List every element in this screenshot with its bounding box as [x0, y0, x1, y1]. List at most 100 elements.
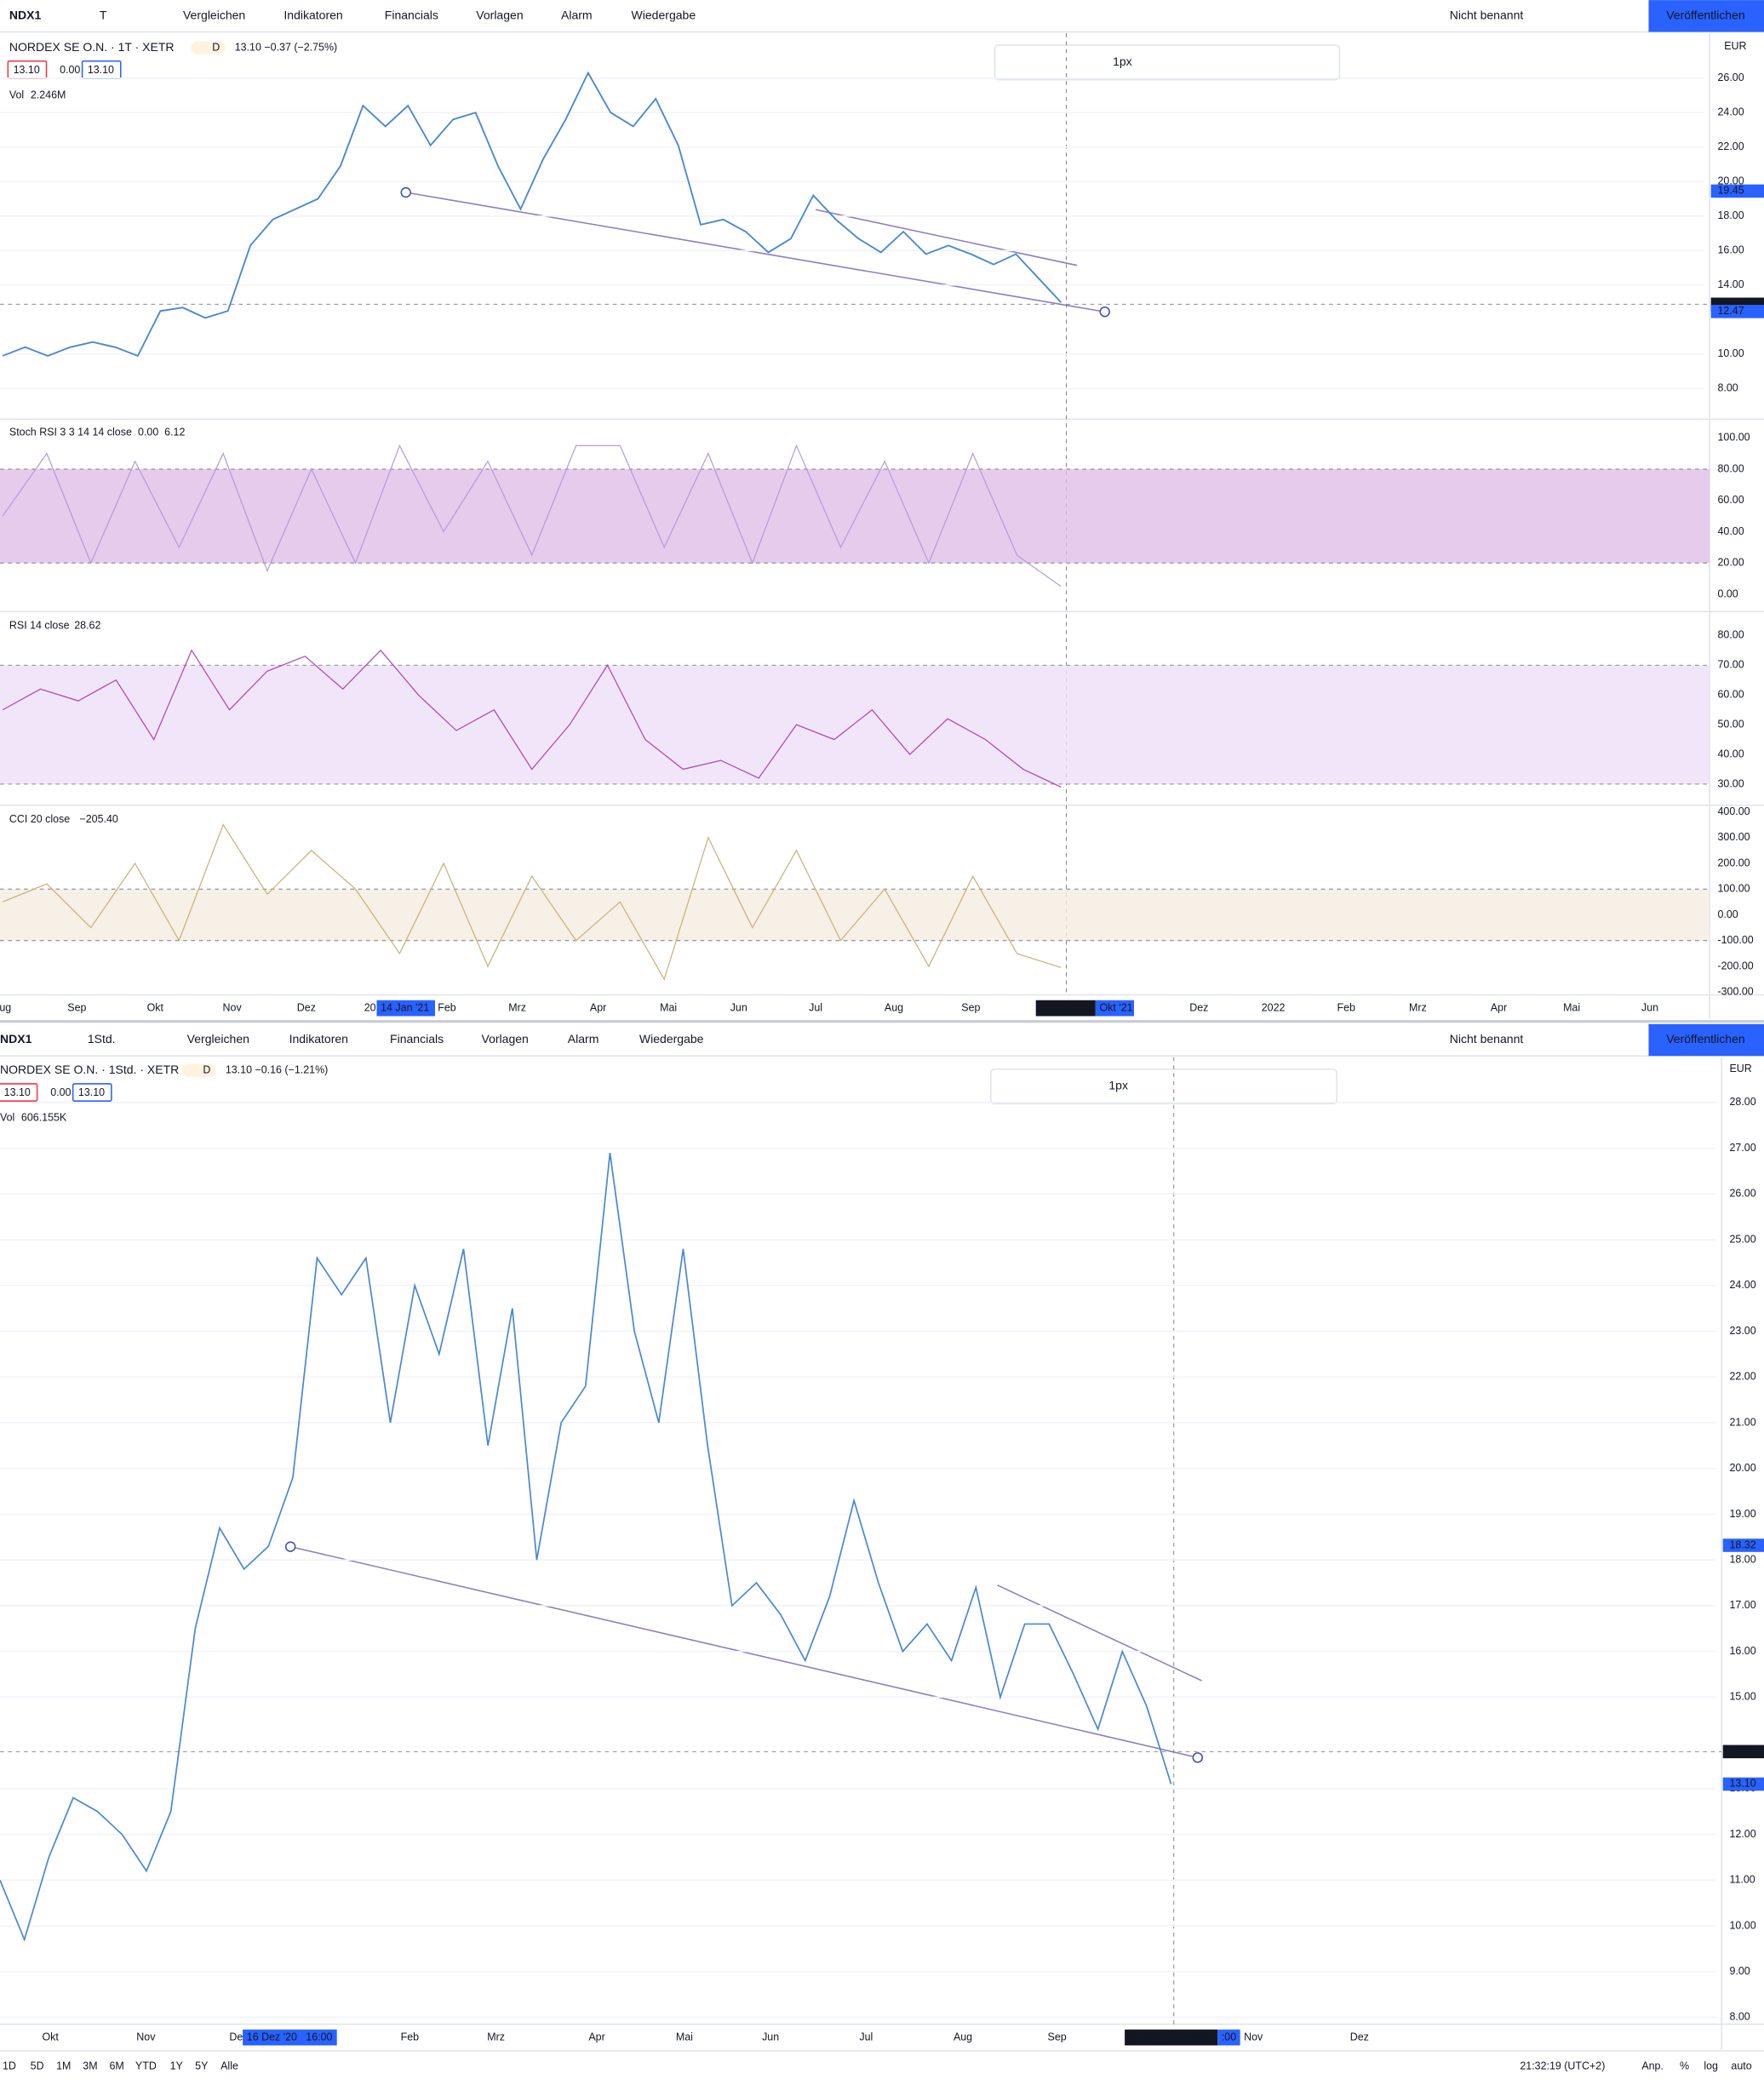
drawing-toolbar[interactable] [989, 1068, 1338, 1105]
indicator-value: 28.62 [74, 620, 100, 632]
y-tick-label: 22.00 [1717, 140, 1744, 152]
toolbar-item[interactable]: Financials [390, 1032, 444, 1046]
toolbar-item[interactable]: Vorlagen [476, 9, 523, 22]
x-tick-label: Okt [147, 1001, 164, 1013]
y-tick-label: 11.00 [1729, 1874, 1755, 1886]
scale-option[interactable]: auto [1731, 2060, 1751, 2072]
trend-handle[interactable] [1099, 306, 1110, 318]
publish-label[interactable]: Veröffentlichen [1666, 1032, 1744, 1046]
x-tick-label: Apr [590, 1001, 606, 1013]
x-tick-label: Nov [1244, 2031, 1263, 2043]
toolbar-item[interactable]: Indikatoren [289, 1032, 348, 1046]
trend-handle[interactable] [284, 1541, 296, 1552]
y-tick-label: 80.00 [1717, 462, 1744, 474]
publish-button[interactable] [1648, 0, 1764, 32]
badge [191, 41, 226, 54]
publish-button[interactable] [1648, 1023, 1764, 1057]
toolbar-item[interactable]: Vergleichen [183, 9, 245, 22]
layout-name[interactable]: Nicht benannt [1450, 9, 1524, 22]
time-tag [243, 2029, 337, 2046]
toolbar-item[interactable]: NDX1 [9, 9, 42, 22]
y-tick-label: 18.00 [1717, 209, 1744, 221]
scale-option[interactable]: log [1704, 2060, 1718, 2072]
layout-name[interactable]: Nicht benannt [1450, 1032, 1524, 1046]
stroke-width[interactable]: 1px [1108, 1079, 1128, 1092]
indicator-value: 0.00 [138, 426, 158, 438]
scale-option[interactable]: % [1680, 2060, 1689, 2072]
time-tag-label: Okt '21 [1099, 1001, 1132, 1013]
indicator-legend: RSI 14 close [9, 620, 70, 632]
symbol-title: NORDEX SE O.N. · 1Std. · XETR [0, 1063, 179, 1076]
range-button[interactable]: YTD [135, 2060, 157, 2072]
y-tick-label: 19.00 [1729, 1508, 1755, 1520]
y-tick-label: 20.00 [1717, 175, 1744, 187]
x-tick-label: 20 [364, 1001, 376, 1013]
dynamic: NDX1 T Vergleichen Indikatoren Financials Vor… [0, 9, 1764, 2072]
range-button[interactable]: 1Y [170, 2060, 184, 2072]
x-tick-label: De [229, 2031, 243, 2043]
x-tick-label: Jul [809, 1001, 822, 1013]
range-button[interactable]: 5D [31, 2060, 44, 2072]
range-button[interactable]: Alle [220, 2060, 238, 2072]
toolbar-item[interactable]: Wiedergabe [639, 1032, 704, 1046]
toolbar-item[interactable]: Financials [385, 9, 438, 22]
drawing-toolbar[interactable] [994, 44, 1341, 81]
y-tick-label: 30.00 [1717, 777, 1744, 789]
band [0, 665, 1710, 784]
y-tick-label: 40.00 [1717, 525, 1744, 537]
indicator-value: −205.40 [79, 813, 117, 825]
value-box-label: 13.10 [78, 1086, 105, 1098]
x-tick-label: Feb [1337, 1001, 1356, 1013]
trend-line[interactable] [290, 1545, 1198, 1759]
price-tag [1722, 1777, 1764, 1791]
series-line [0, 1152, 1172, 1942]
toolbar-item[interactable]: T [100, 9, 107, 22]
band [0, 889, 1710, 941]
toolbar-item[interactable]: Vergleichen [187, 1032, 249, 1046]
trend-handle[interactable] [1192, 1752, 1204, 1763]
y-tick-label: 26.00 [1729, 1188, 1755, 1200]
x-tick-label: Mrz [508, 1001, 526, 1013]
x-tick-label: Mrz [487, 2031, 505, 2043]
x-tick-label: Mai [1563, 1001, 1580, 1013]
x-tick-label: Dez [297, 1001, 316, 1013]
toolbar-item[interactable]: Vorlagen [482, 1032, 529, 1046]
range-button[interactable]: 1M [56, 2060, 71, 2072]
toolbar-item[interactable]: 1Std. [88, 1032, 116, 1046]
trend-line[interactable] [405, 192, 1105, 312]
range-button[interactable]: 5Y [195, 2060, 209, 2072]
indicator-value: 6.12 [164, 426, 185, 438]
range-button[interactable]: 6M [109, 2060, 123, 2072]
x-tick-label: Nov [136, 2031, 156, 2043]
x-tick-label: Aug [954, 2031, 972, 2043]
price-tag-label: 13.10 [1729, 1778, 1755, 1790]
toolbar-item[interactable]: Wiedergabe [632, 9, 696, 22]
publish-label[interactable]: Veröffentlichen [1666, 9, 1744, 22]
x-tick-label: Sep [961, 1001, 980, 1013]
range-button[interactable]: 1D [3, 2060, 16, 2072]
scale-option[interactable]: Anp. [1641, 2060, 1664, 2072]
stroke-width[interactable]: 1px [1113, 54, 1132, 68]
toolbar-item[interactable]: NDX1 [0, 1032, 32, 1046]
x-tick-label: Feb [401, 2031, 420, 2043]
x-tick-label: Mai [676, 2031, 693, 2043]
trend-handle[interactable] [400, 186, 411, 198]
y-tick-label: 8.00 [1729, 2011, 1750, 2023]
trend-line[interactable] [815, 209, 1078, 266]
toolbar-item[interactable]: Alarm [568, 1032, 599, 1046]
y-tick-label: 18.00 [1729, 1553, 1755, 1565]
time-tag [1125, 2029, 1218, 2046]
toolbar-item[interactable]: Alarm [561, 9, 593, 22]
range-button[interactable]: 3M [83, 2060, 97, 2072]
symbol-title: NORDEX SE O.N. · 1T · XETR [9, 40, 175, 54]
badge [181, 1063, 216, 1078]
toolbar-item[interactable]: Indikatoren [284, 9, 342, 22]
series-line [2, 649, 1062, 788]
trend-line[interactable] [997, 1584, 1202, 1682]
y-tick-label: 400.00 [1717, 805, 1750, 817]
y-tick-label: 100.00 [1717, 432, 1750, 444]
x-tick-label: ug [0, 1001, 11, 1013]
value-box-label: 13.10 [4, 1086, 31, 1098]
vol-value: 606.155K [21, 1112, 67, 1124]
